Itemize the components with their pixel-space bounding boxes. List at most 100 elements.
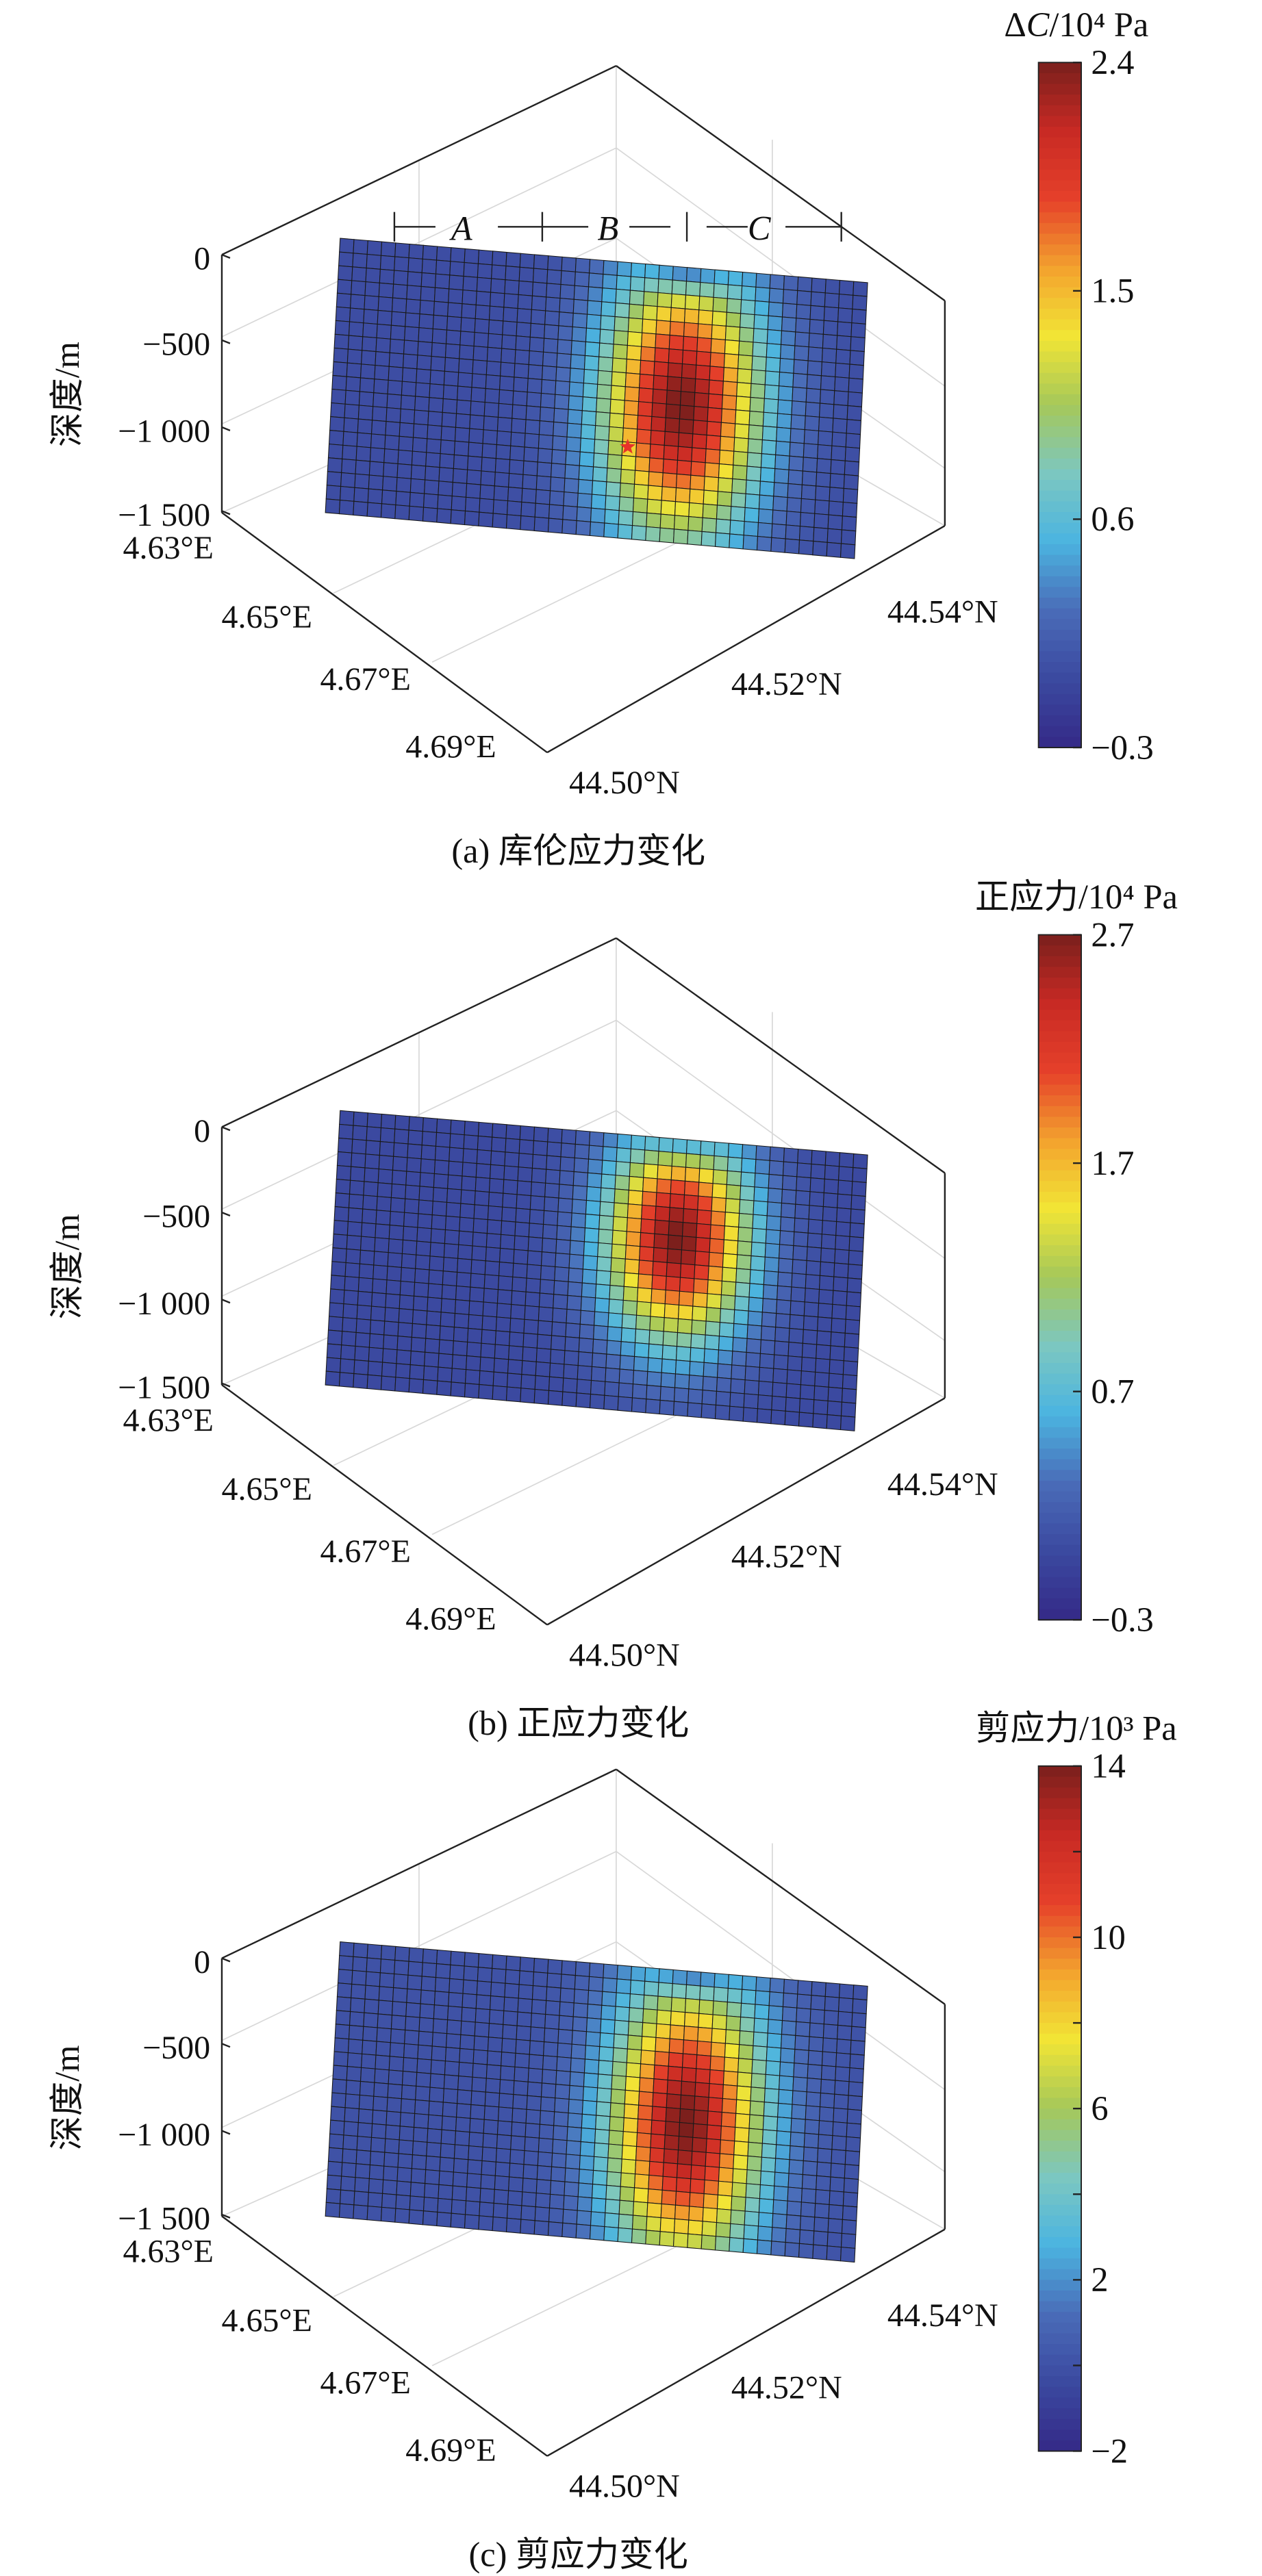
surface-cell [525,2108,542,2125]
surface-cell [693,1278,709,1295]
surface-cell [356,1304,373,1321]
surface-cell [440,2129,457,2145]
surface-cell [636,1301,652,1317]
surface-cell [568,381,585,398]
surface-cell [497,2106,514,2123]
surface-cell [353,2191,369,2207]
surface-cell [380,503,396,520]
surface-cell [490,1981,506,1998]
surface-cell [393,1142,409,1158]
surface-cell [711,2014,727,2030]
surface-cell [398,435,414,452]
surface-cell [657,1151,673,1167]
colorbar-band [1038,383,1082,395]
colorbar-band [1038,1566,1082,1578]
surface-cell [567,2113,583,2129]
surface-cell [702,2207,718,2223]
surface-cell [525,1291,541,1308]
surface-cell [724,1197,741,1214]
surface-cell [336,1982,353,1999]
surface-cell [689,1360,705,1377]
surface-cell [328,430,344,446]
surface-cell [378,1986,394,2002]
surface-cell [769,1977,785,1993]
surface-cell [421,1962,438,1978]
surface-cell [464,248,480,264]
surface-cell [339,485,355,502]
surface-cell [605,495,620,511]
surface-cell [498,2093,514,2109]
surface-cell [604,1381,620,1397]
surface-cell [579,2155,595,2171]
surface-cell [731,478,747,494]
surface-cell [393,1973,409,1989]
surface-cell [656,1178,672,1195]
colorbar-band [1038,1255,1082,1268]
surface-cell [834,376,850,392]
surface-cell [745,2183,761,2199]
surface-cell [438,2170,454,2186]
surface-cell [699,1985,715,2002]
surface-cell [598,342,614,359]
surface-cell [674,1373,690,1390]
surface-cell [835,1235,850,1251]
surface-cell [338,1372,355,1388]
surface-cell [396,463,412,479]
surface-cell [692,420,708,436]
surface-cell [354,2177,370,2193]
surface-cell [831,2135,847,2152]
surface-cell [394,1959,409,1976]
surface-cell [675,1346,692,1362]
surface-cell [386,2110,401,2127]
colorbar-band [1038,1427,1082,1439]
surface-cell [810,1995,826,2011]
surface-cell [796,1162,812,1179]
colorbar-band [1038,988,1082,1000]
surface-cell [657,292,672,308]
surface-cell [627,317,644,333]
surface-cell [774,2171,790,2188]
surface-cell [371,1292,387,1308]
surface-cell [779,2061,795,2078]
surface-cell [574,1975,590,1991]
surface-cell [504,279,520,296]
surface-cell [327,1329,343,1346]
surface-cell [796,290,812,306]
surface-cell [653,1233,669,1249]
surface-cell [792,386,807,403]
surface-cell [824,1151,841,1167]
colorbar-band [1038,2001,1082,2013]
surface-cell [809,318,824,335]
surface-cell [827,1386,843,1403]
surface-cell [611,1243,627,1260]
surface-cell [820,2078,836,2095]
surface-cell [505,1386,522,1403]
surface-cell [669,320,685,337]
colorbar-band [1038,490,1082,502]
surface-cell [638,387,654,403]
epicenter-star-icon [620,438,636,454]
surface-cell [843,474,859,490]
surface-cell [421,258,438,275]
surface-cell [722,381,738,397]
surface-cell [806,374,822,390]
surface-cell [685,1139,702,1156]
surface-cell [512,404,527,420]
surface-cell [768,288,785,304]
surface-cell [694,2095,709,2112]
surface-cell [654,347,670,364]
surface-cell [501,348,516,364]
surface-cell [470,2090,486,2106]
surface-cell [723,2056,740,2073]
surface-cell [688,1375,704,1391]
surface-cell [392,1156,408,1172]
surface-cell [740,299,756,316]
surface-cell [542,351,558,368]
surface-cell [584,1213,601,1230]
surface-cell [343,1289,359,1305]
surface-cell [761,439,777,456]
surface-cell [785,1397,801,1413]
surface-cell [394,256,409,272]
surface-cell [376,323,392,340]
surface-cell [631,2228,647,2245]
